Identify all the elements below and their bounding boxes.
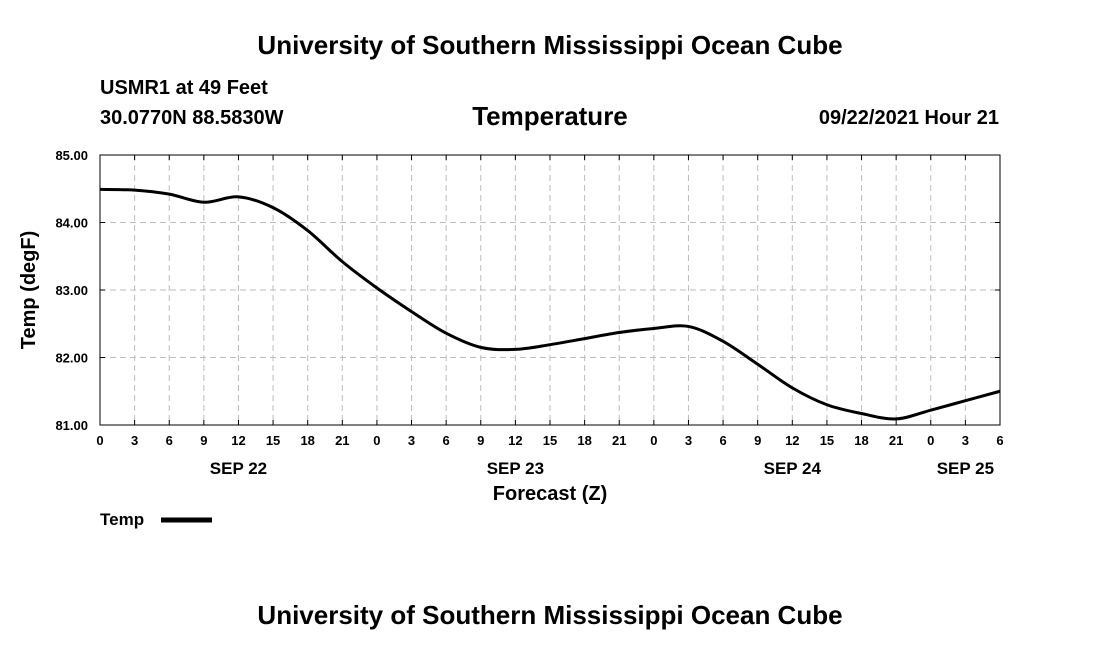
x-tick-label: 21 bbox=[335, 433, 349, 448]
x-tick-label: 3 bbox=[685, 433, 692, 448]
chart-title: Temperature bbox=[472, 101, 628, 131]
x-tick-label: 18 bbox=[854, 433, 868, 448]
y-tick-label: 83.00 bbox=[55, 283, 88, 298]
day-label: SEP 24 bbox=[764, 459, 822, 478]
y-tick-label: 81.00 bbox=[55, 418, 88, 433]
legend: Temp bbox=[100, 510, 212, 529]
y-tick-label: 82.00 bbox=[55, 351, 88, 366]
x-tick-label: 15 bbox=[266, 433, 280, 448]
x-tick-label: 12 bbox=[231, 433, 245, 448]
y-axis-title: Temp (degF) bbox=[18, 231, 40, 350]
footer-title: University of Southern Mississippi Ocean… bbox=[257, 600, 843, 630]
day-label: SEP 23 bbox=[487, 459, 544, 478]
coordinates-label: 30.0770N 88.5830W bbox=[100, 107, 284, 129]
y-tick-label: 85.00 bbox=[55, 148, 88, 163]
x-tick-label: 6 bbox=[443, 433, 450, 448]
x-tick-label: 6 bbox=[996, 433, 1003, 448]
x-tick-label: 3 bbox=[131, 433, 138, 448]
y-tick-label: 84.00 bbox=[55, 216, 88, 231]
axis-layer: 0 3 6 9 12 15 18 21 0 3 6 9 12 15 18 21 0 3 6 9 12 15 18 21 0 3 6 8… bbox=[55, 148, 1003, 478]
x-tick-label: 15 bbox=[543, 433, 557, 448]
legend-label: Temp bbox=[100, 510, 144, 529]
x-tick-label: 0 bbox=[650, 433, 657, 448]
grid-layer bbox=[100, 155, 1000, 425]
x-tick-label: 0 bbox=[96, 433, 103, 448]
x-tick-label: 0 bbox=[373, 433, 380, 448]
x-tick-label: 0 bbox=[927, 433, 934, 448]
x-tick-label: 3 bbox=[962, 433, 969, 448]
x-axis-title: Forecast (Z) bbox=[493, 483, 607, 505]
temp-series-line bbox=[99, 187, 1001, 421]
forecast-datetime: 09/22/2021 Hour 21 bbox=[818, 107, 999, 129]
day-label: SEP 22 bbox=[210, 459, 267, 478]
x-tick-label: 6 bbox=[719, 433, 726, 448]
series-layer bbox=[99, 187, 1001, 421]
x-tick-label: 12 bbox=[508, 433, 522, 448]
x-tick-label: 9 bbox=[754, 433, 761, 448]
x-tick-label: 15 bbox=[820, 433, 834, 448]
x-tick-label: 9 bbox=[477, 433, 484, 448]
x-tick-label: 21 bbox=[889, 433, 903, 448]
x-tick-label: 18 bbox=[577, 433, 591, 448]
x-tick-label: 12 bbox=[785, 433, 799, 448]
station-label: USMR1 at 49 Feet bbox=[100, 77, 268, 99]
x-tick-label: 21 bbox=[612, 433, 626, 448]
page-title: University of Southern Mississippi Ocean… bbox=[257, 30, 843, 60]
day-label: SEP 25 bbox=[937, 459, 994, 478]
x-tick-label: 3 bbox=[408, 433, 415, 448]
x-tick-label: 6 bbox=[166, 433, 173, 448]
x-tick-label: 9 bbox=[200, 433, 207, 448]
x-tick-label: 18 bbox=[300, 433, 314, 448]
